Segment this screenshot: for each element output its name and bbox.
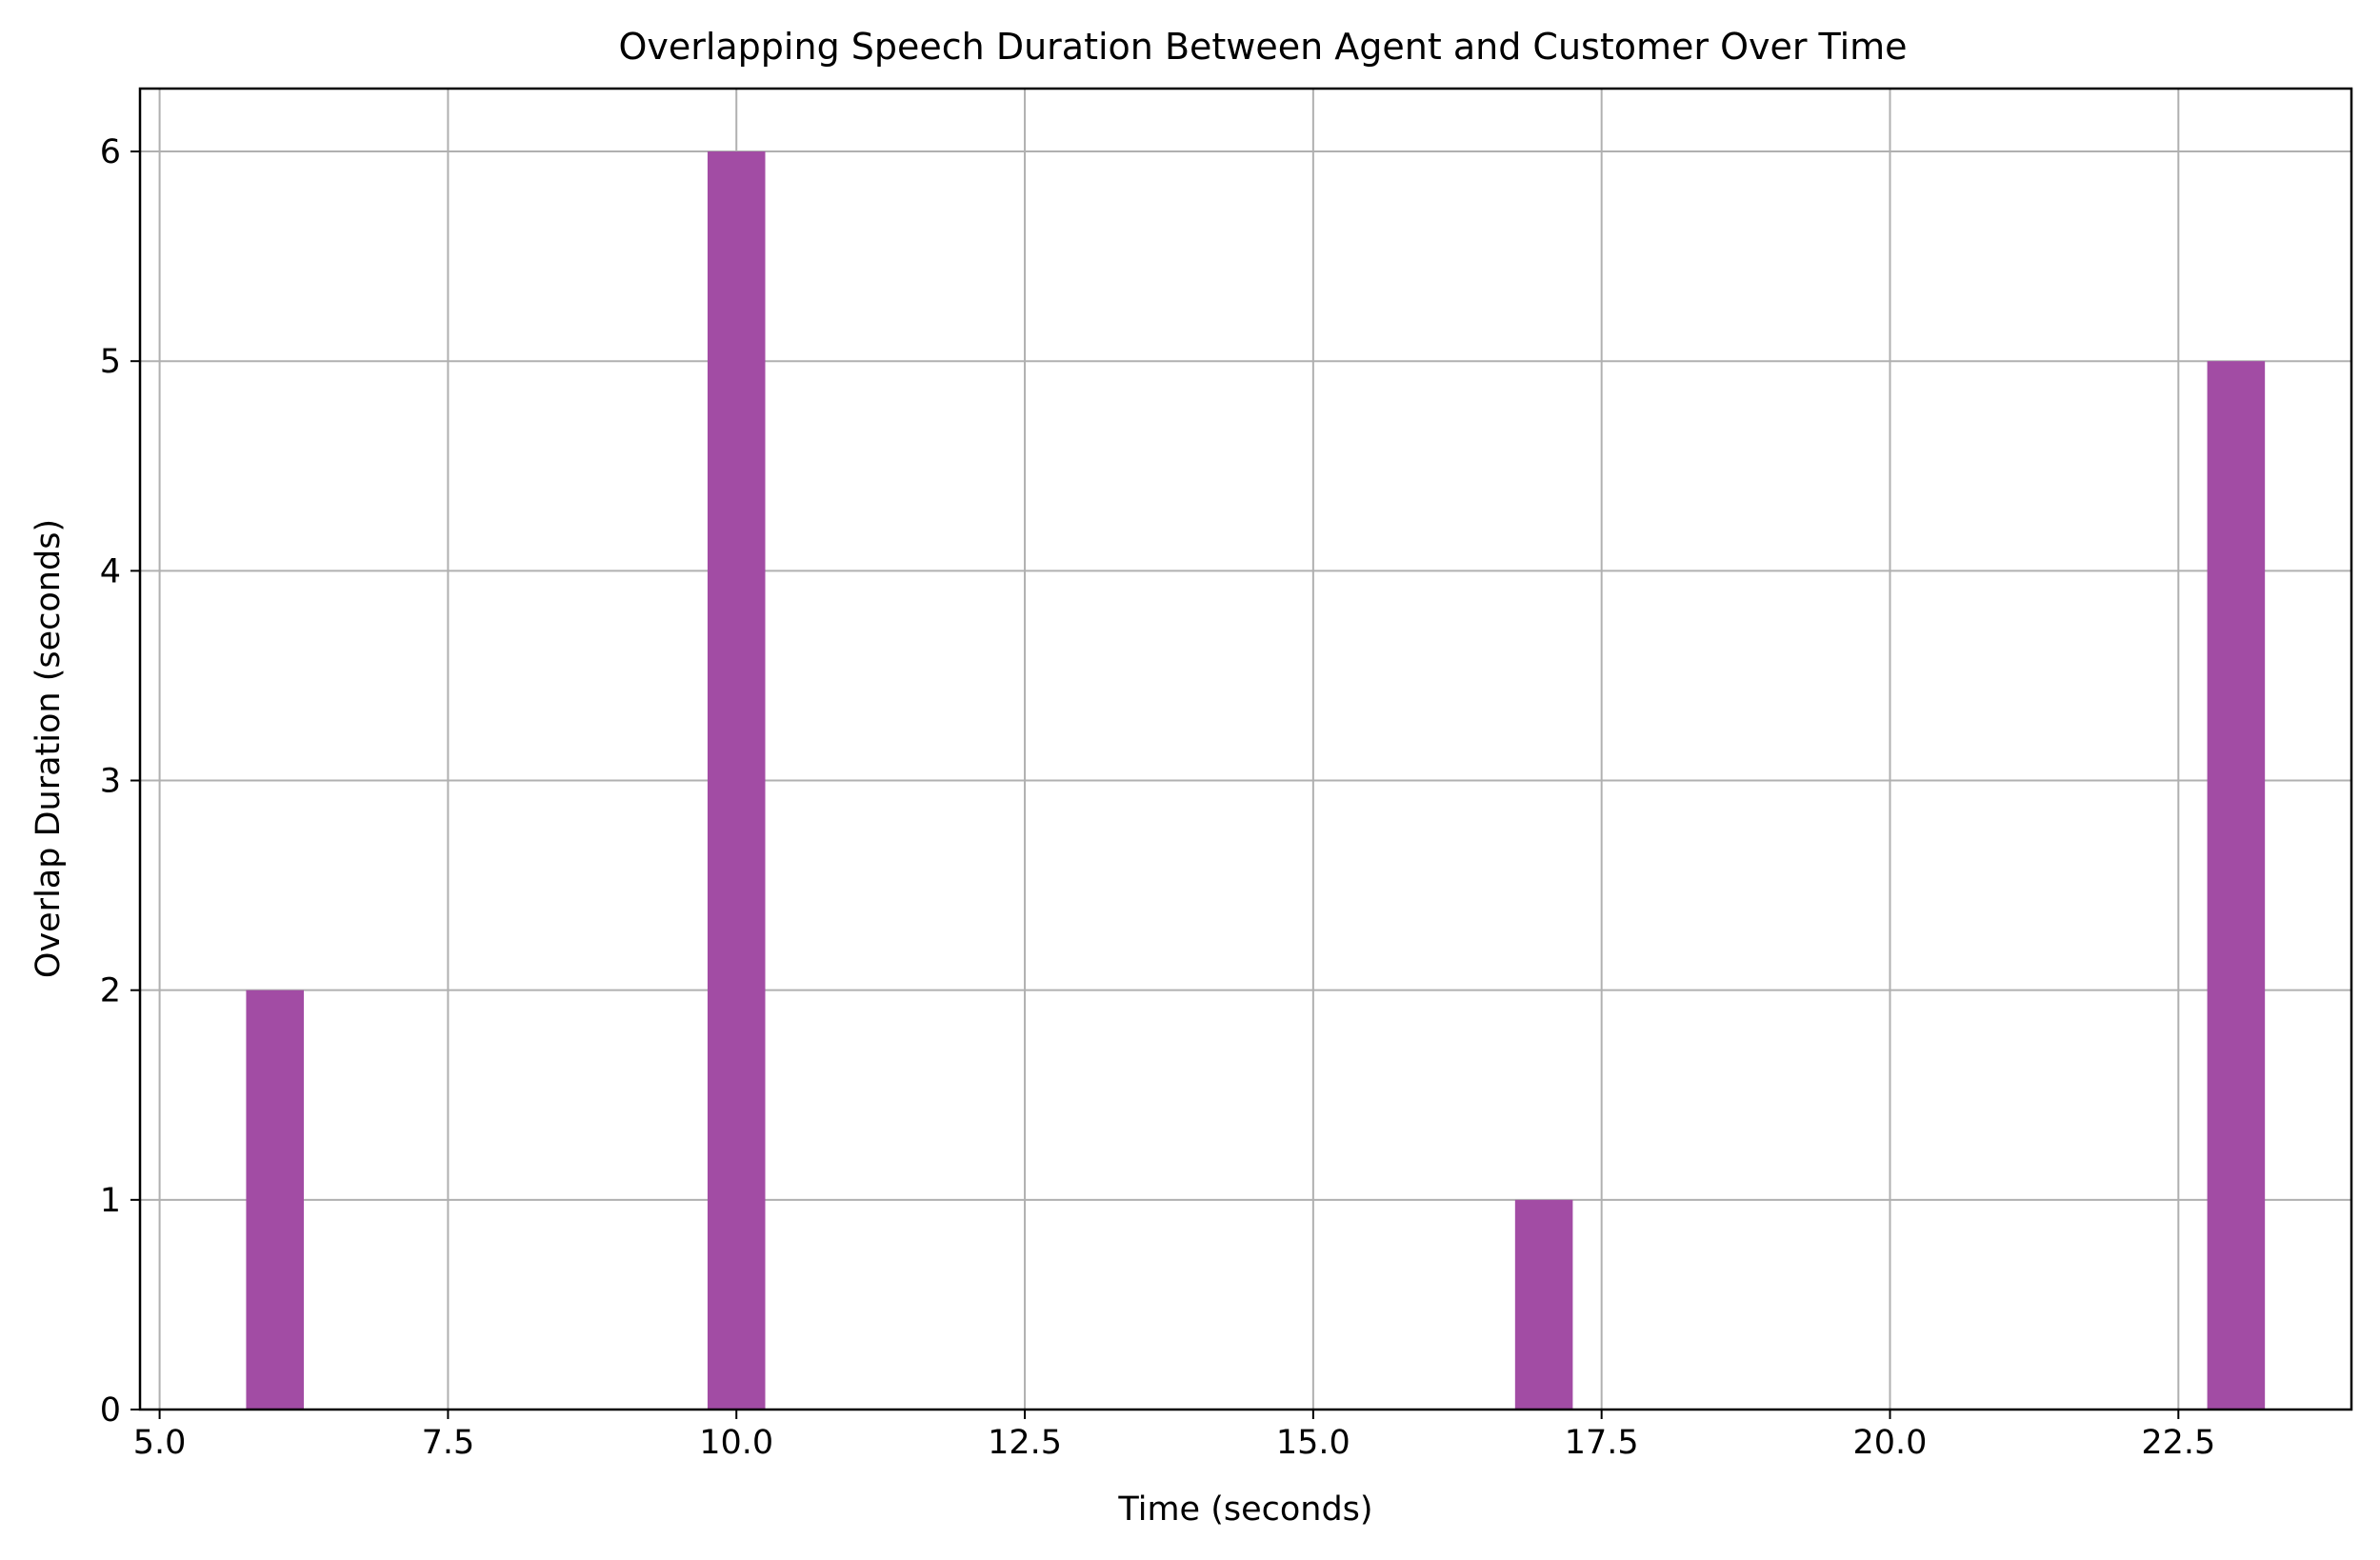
x-tick-label: 10.0 bbox=[699, 1424, 773, 1462]
y-tick-label: 6 bbox=[100, 133, 121, 171]
y-axis-label: Overlap Duration (seconds) bbox=[30, 519, 68, 978]
plot-frame bbox=[138, 87, 2353, 1411]
x-tick-label: 17.5 bbox=[1565, 1424, 1639, 1462]
x-tick-label: 12.5 bbox=[988, 1424, 1062, 1462]
y-tick-label: 3 bbox=[100, 763, 121, 801]
y-tick-label: 4 bbox=[100, 552, 121, 590]
x-tick-label: 15.0 bbox=[1276, 1424, 1350, 1462]
bar bbox=[246, 990, 304, 1410]
bar bbox=[1514, 1199, 1573, 1410]
y-tick-label: 5 bbox=[100, 343, 121, 381]
x-axis-ticks: 5.0 7.5 10.0 12.5 15.0 17.5 20.0 22.5 bbox=[133, 1410, 2215, 1462]
x-tick-label: 5.0 bbox=[133, 1424, 187, 1462]
bars bbox=[246, 151, 2266, 1410]
x-tick-label: 22.5 bbox=[2141, 1424, 2215, 1462]
y-tick-label: 2 bbox=[100, 972, 121, 1010]
bar bbox=[2207, 361, 2266, 1410]
y-axis-ticks: 0 1 2 3 4 5 6 bbox=[100, 133, 140, 1430]
y-tick-label: 0 bbox=[100, 1391, 121, 1430]
x-tick-label: 20.0 bbox=[1853, 1424, 1928, 1462]
x-tick-label: 7.5 bbox=[422, 1424, 475, 1462]
chart-title: Overlapping Speech Duration Between Agen… bbox=[618, 26, 1907, 68]
x-axis-label: Time (seconds) bbox=[1117, 1490, 1372, 1529]
y-tick-label: 1 bbox=[100, 1182, 121, 1220]
bar bbox=[707, 151, 766, 1410]
